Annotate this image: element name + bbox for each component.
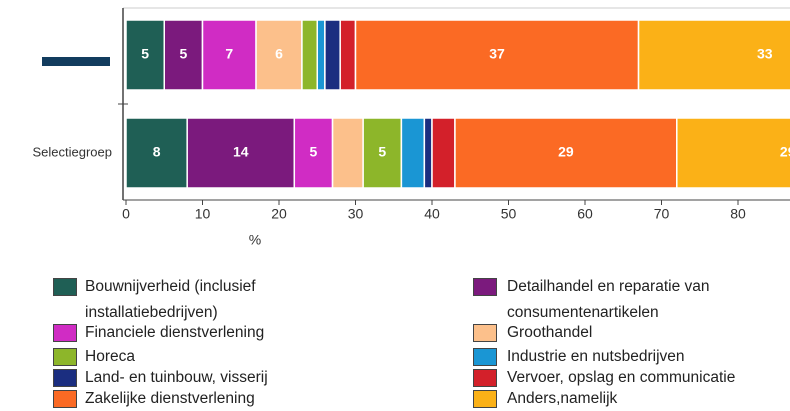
data-label: 29 <box>780 144 790 160</box>
legend-label: Horeca <box>85 348 135 365</box>
bar-segment <box>316 19 326 91</box>
bar-segment <box>301 19 319 91</box>
bar-segment <box>423 117 433 189</box>
legend-swatch <box>53 324 77 342</box>
bar-segment <box>331 117 364 189</box>
legend-swatch <box>473 369 497 387</box>
data-label: 14 <box>233 144 249 160</box>
x-tick-label: 20 <box>271 206 287 222</box>
legend-label: Zakelijke dienstverlening <box>85 390 255 407</box>
x-tick-label: 10 <box>195 206 211 222</box>
chart: % 0 10 20 30 40 50 60 70 80 5 5 7 6 37 33 Selectiegroep… <box>33 7 790 248</box>
highlight-marker <box>42 57 110 66</box>
x-tick-label: 80 <box>730 206 746 222</box>
legend-label: Financiele dienstverlening <box>85 324 265 341</box>
legend-swatch <box>473 348 497 366</box>
data-label: 29 <box>558 144 574 160</box>
y-tick-label: Selectiegroep <box>33 144 113 159</box>
legend-label: Land- en tuinbouw, visserij <box>85 369 268 386</box>
legend-label: Industrie en nutsbedrijven <box>507 348 685 365</box>
bar-segment <box>676 117 790 189</box>
legend-swatch <box>53 369 77 387</box>
x-tick-label: 40 <box>424 206 440 222</box>
data-label: 6 <box>275 46 283 62</box>
bar-segment <box>637 19 790 91</box>
bar-segment <box>324 19 341 91</box>
legend-label: Vervoer, opslag en communicatie <box>507 369 736 386</box>
x-axis-title: % <box>249 232 261 248</box>
bar-segment <box>163 19 204 91</box>
legend-swatch <box>473 324 497 342</box>
bar-segment <box>454 117 678 189</box>
x-tick-label: 60 <box>577 206 593 222</box>
legend-label: Groothandel <box>507 324 593 341</box>
legend-swatch <box>53 390 77 408</box>
data-label: 5 <box>310 144 318 160</box>
bar-segment <box>201 19 257 91</box>
bar-segment <box>293 117 334 189</box>
bar-segment <box>125 117 188 189</box>
bar-segment <box>431 117 456 189</box>
data-label: 5 <box>179 46 187 62</box>
data-label: 33 <box>757 46 773 62</box>
bar-segment <box>255 19 303 91</box>
legend-swatch <box>473 390 497 408</box>
bar-segment <box>354 19 640 91</box>
x-tick-label: 70 <box>654 206 670 222</box>
legend-label: Anders,namelijk <box>507 390 618 407</box>
data-label: 5 <box>378 144 386 160</box>
legend-swatch <box>53 278 77 296</box>
legend-swatch <box>53 348 77 366</box>
x-tick-label: 30 <box>348 206 364 222</box>
x-tick-label: 50 <box>501 206 517 222</box>
legend-label: Detailhandel en reparatie van consumente… <box>507 278 710 321</box>
bar-segment <box>400 117 426 189</box>
data-label: 8 <box>153 144 161 160</box>
bar-segment <box>339 19 357 91</box>
x-tick-label: 0 <box>122 206 130 222</box>
legend-swatch <box>473 278 497 296</box>
data-label: 5 <box>141 46 149 62</box>
data-label: 37 <box>489 46 505 62</box>
legend-label: Bouwnijverheid (inclusief installatiebed… <box>85 278 256 321</box>
bar-segment <box>186 117 296 189</box>
bar-segment <box>362 117 403 189</box>
data-label: 7 <box>225 46 233 62</box>
